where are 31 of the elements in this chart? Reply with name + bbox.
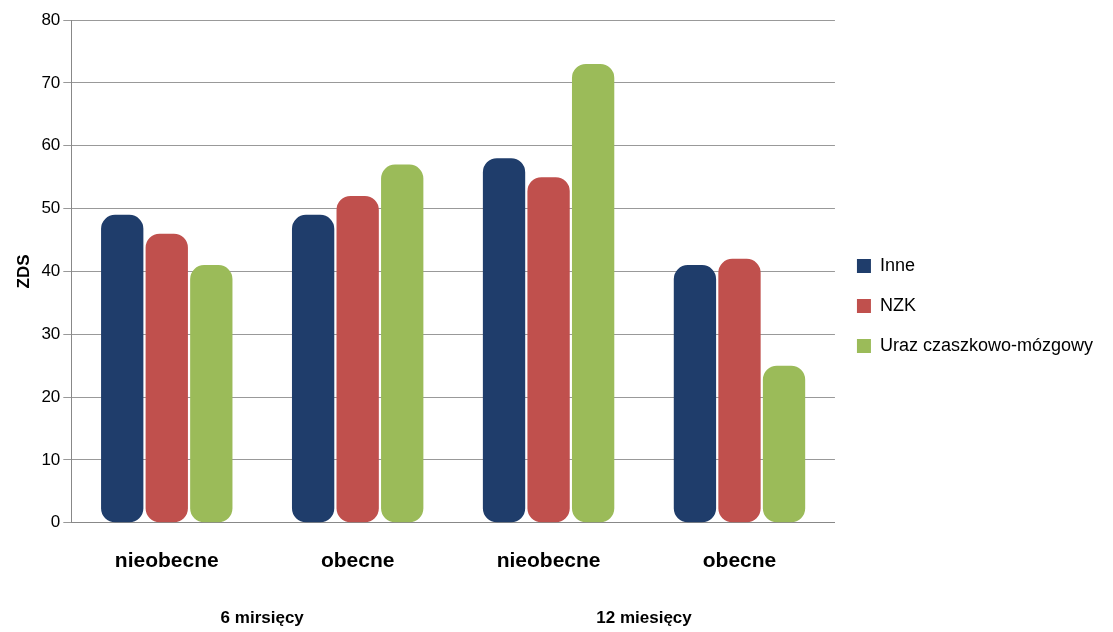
bar — [718, 258, 761, 523]
x-tick-label: obecne — [320, 548, 395, 572]
y-tick-label: 20 — [41, 386, 61, 406]
y-tick-label: 60 — [41, 135, 61, 155]
y-tick-label: 80 — [41, 9, 61, 29]
legend-label: Inne — [879, 254, 915, 275]
bar — [291, 214, 335, 523]
x-tick-label: nieobecne — [496, 548, 601, 572]
bar — [571, 64, 615, 523]
bar — [527, 177, 570, 523]
bar — [145, 233, 188, 523]
bar — [381, 164, 424, 523]
bar — [101, 214, 144, 523]
x-tick-label: obecne — [702, 548, 777, 572]
bar — [190, 265, 233, 523]
legend-label: Uraz czaszkowo-mózgowy — [879, 334, 1094, 355]
y-tick-label: 40 — [41, 261, 61, 281]
y-tick-label: 70 — [41, 72, 61, 92]
text: 6 mirsięcy — [220, 607, 305, 627]
y-tick-label: 0 — [50, 512, 61, 532]
y-tick-label: 10 — [41, 449, 61, 469]
legend-label: NZK — [879, 294, 916, 315]
text: 12 miesięcy — [596, 607, 693, 627]
y-tick-label: 50 — [41, 198, 61, 218]
x-tick-label: nieobecne — [114, 548, 219, 572]
bar — [482, 158, 526, 523]
bar — [336, 195, 379, 523]
bar — [762, 365, 806, 523]
bar — [673, 265, 717, 523]
y-tick-label: 30 — [41, 323, 61, 343]
y-axis-title: ZDS — [13, 254, 33, 289]
